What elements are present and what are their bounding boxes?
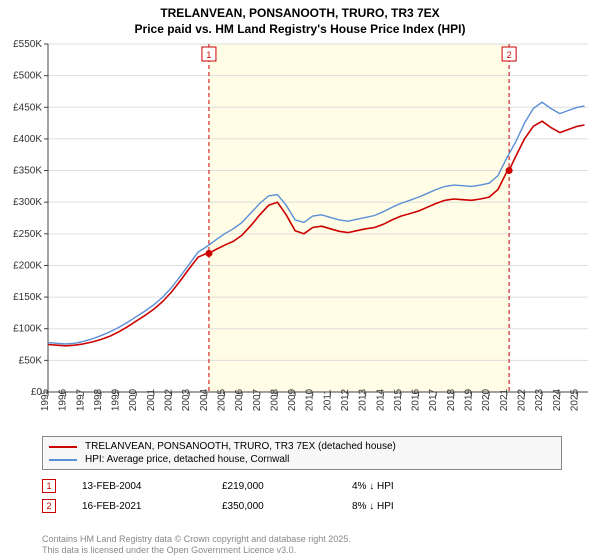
- credit-text: Contains HM Land Registry data © Crown c…: [42, 534, 351, 556]
- svg-text:£500K: £500K: [13, 71, 42, 82]
- svg-text:1: 1: [206, 50, 211, 60]
- svg-text:£300K: £300K: [13, 197, 42, 208]
- svg-text:£150K: £150K: [13, 292, 42, 303]
- chart-title-block: TRELANVEAN, PONSANOOTH, TRURO, TR3 7EX P…: [0, 0, 600, 37]
- annotation-date: 13-FEB-2004: [82, 481, 222, 492]
- annotation-marker: 2: [42, 499, 56, 513]
- legend-item: HPI: Average price, detached house, Corn…: [49, 453, 555, 466]
- svg-text:£50K: £50K: [19, 355, 43, 366]
- annotation-pct: 8% ↓ HPI: [352, 501, 394, 512]
- chart-area: £0£50K£100K£150K£200K£250K£300K£350K£400…: [0, 38, 600, 430]
- legend: TRELANVEAN, PONSANOOTH, TRURO, TR3 7EX (…: [42, 436, 562, 470]
- annotation-marker: 1: [42, 479, 56, 493]
- legend-label: HPI: Average price, detached house, Corn…: [85, 454, 289, 465]
- legend-swatch: [49, 459, 77, 461]
- annotation-price: £219,000: [222, 481, 352, 492]
- chart-svg: £0£50K£100K£150K£200K£250K£300K£350K£400…: [0, 38, 600, 430]
- svg-text:£350K: £350K: [13, 166, 42, 177]
- annotation-row: 2 16-FEB-2021£350,0008% ↓ HPI: [42, 496, 562, 516]
- legend-label: TRELANVEAN, PONSANOOTH, TRURO, TR3 7EX (…: [85, 441, 396, 452]
- legend-item: TRELANVEAN, PONSANOOTH, TRURO, TR3 7EX (…: [49, 440, 555, 453]
- svg-text:£550K: £550K: [13, 39, 42, 50]
- credit-line2: This data is licensed under the Open Gov…: [42, 545, 351, 556]
- annotation-table: 1 13-FEB-2004£219,0004% ↓ HPI 2 16-FEB-2021…: [42, 476, 562, 516]
- svg-text:£200K: £200K: [13, 260, 42, 271]
- annotation-date: 16-FEB-2021: [82, 501, 222, 512]
- title-line1: TRELANVEAN, PONSANOOTH, TRURO, TR3 7EX: [0, 6, 600, 22]
- legend-swatch: [49, 446, 77, 448]
- title-line2: Price paid vs. HM Land Registry's House …: [0, 22, 600, 38]
- annotation-price: £350,000: [222, 501, 352, 512]
- svg-text:£400K: £400K: [13, 134, 42, 145]
- annotation-pct: 4% ↓ HPI: [352, 481, 394, 492]
- annotation-row: 1 13-FEB-2004£219,0004% ↓ HPI: [42, 476, 562, 496]
- svg-text:£250K: £250K: [13, 229, 42, 240]
- credit-line1: Contains HM Land Registry data © Crown c…: [42, 534, 351, 545]
- svg-text:£450K: £450K: [13, 102, 42, 113]
- svg-text:2: 2: [507, 50, 512, 60]
- svg-text:£100K: £100K: [13, 324, 42, 335]
